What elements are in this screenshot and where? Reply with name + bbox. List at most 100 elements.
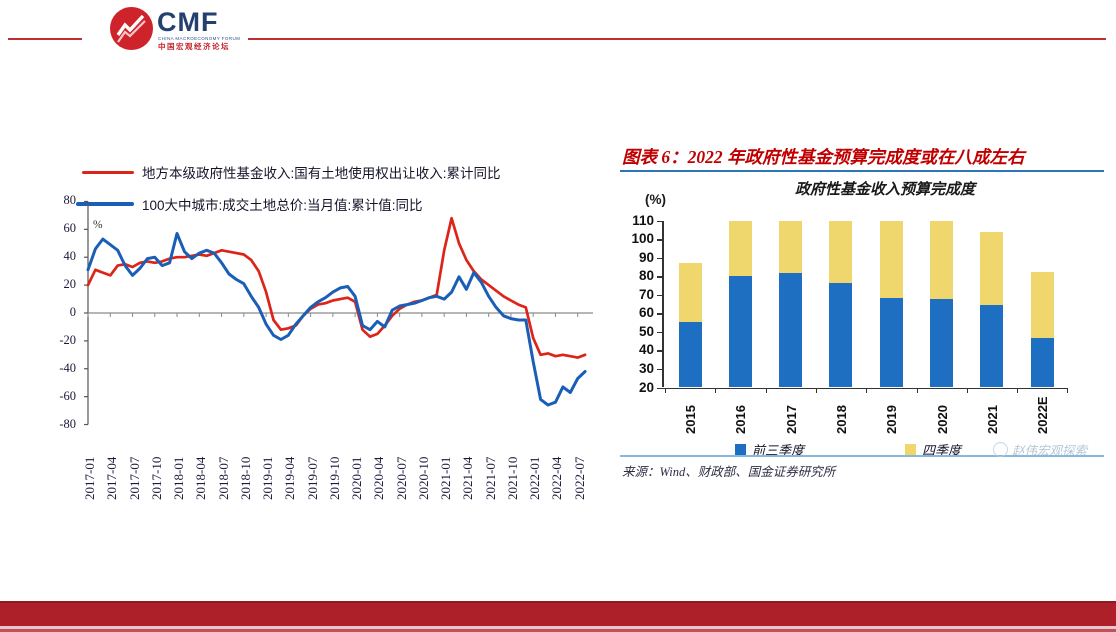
right-chart-y-tick	[657, 257, 662, 260]
right-chart-y-tick-label: 50	[638, 323, 654, 339]
left-legend-item-blue: 100大中城市:成交土地总价:当月值:累计值:同比	[76, 194, 423, 214]
right-chart-x-tick	[1067, 389, 1069, 393]
bar-2019-q4	[879, 220, 903, 299]
left-chart-x-tick-label: 2020-04	[371, 456, 387, 500]
right-chart-x-tick	[665, 389, 666, 393]
left-chart-x-tick-label: 2017-07	[126, 456, 142, 500]
right-chart-y-tick	[657, 239, 662, 241]
right-chart-title: 政府性基金收入预算完成度	[794, 182, 975, 198]
right-chart-x-tick	[866, 389, 868, 393]
source-divider-line	[620, 455, 1104, 457]
right-legend-item-q1to3: 前三季度	[735, 440, 804, 459]
left-chart-y-tick-label: -80	[59, 416, 76, 431]
left-chart-x-tick-label: 2019-01	[260, 456, 276, 500]
blue-line-swatch	[76, 202, 134, 206]
left-chart-unit-label: %	[93, 219, 103, 231]
left-chart-y-tick-label: 40	[63, 249, 77, 264]
left-chart-x-tick-label: 2020-07	[393, 456, 409, 500]
right-chart-y-tick	[657, 276, 662, 278]
bar-2018-q1to3	[829, 282, 853, 388]
cmf-logo-text: CMF	[157, 7, 219, 37]
red-line-swatch	[82, 170, 134, 174]
right-chart-x-cat-label: 2017	[783, 405, 799, 434]
left-chart-x-tick-label: 2018-04	[193, 456, 209, 500]
left-chart-x-tick-label: 2021-10	[504, 456, 520, 500]
bar-2021-q1to3	[980, 304, 1004, 388]
right-chart-x-cat-label: 2015	[683, 405, 698, 434]
bar-2018-q4	[829, 220, 853, 283]
source-text: 来源：Wind、财政部、国金证券研究所	[622, 465, 836, 479]
right-chart-y-tick-label: 100	[631, 231, 654, 247]
right-chart-y-tick	[657, 350, 662, 352]
left-chart-x-tick-label: 2021-07	[482, 456, 498, 500]
right-chart-y-tick	[657, 368, 662, 371]
left-chart-y-tick-label: -60	[59, 388, 76, 403]
right-legend-swatch-1	[905, 444, 916, 455]
right-chart-y-tick-label: 70	[638, 286, 654, 302]
right-chart-y-tick	[657, 313, 662, 315]
bar-2015-q1to3	[678, 321, 702, 388]
left-chart-x-tick-label: 2018-10	[237, 456, 253, 500]
left-legend-label-blue: 100大中城市:成交土地总价:当月值:累计值:同比	[142, 198, 423, 213]
right-chart-x-tick	[916, 389, 918, 393]
left-chart-y-tick-label: 80	[63, 193, 77, 208]
right-chart-y-tick	[657, 294, 662, 297]
footer-band-edge-top	[0, 601, 1116, 603]
left-chart-svg	[84, 200, 593, 426]
left-chart-y-tick-label: 0	[69, 305, 76, 319]
right-chart-unit-label: (%)	[645, 192, 666, 207]
bar-2017-q1to3	[779, 273, 803, 388]
right-chart-y-tick-label: 20	[638, 379, 654, 395]
right-chart-x-cat-label: 2019	[884, 405, 900, 434]
right-legend-label-1: 四季度	[922, 443, 962, 458]
right-chart-y-tick-label: 40	[638, 342, 654, 358]
left-chart-plot	[80, 195, 615, 440]
bar-2021-q4	[980, 231, 1004, 305]
right-chart-x-tick	[1017, 389, 1019, 393]
bar-2016-q4	[728, 220, 752, 277]
left-chart-y-tick-label: 20	[63, 277, 77, 292]
left-chart-x-tick-label: 2017-01	[82, 456, 97, 500]
right-legend-item-q4: 四季度	[905, 440, 961, 459]
right-chart-y-tick-label: 90	[638, 249, 654, 265]
bar-2022E-q1to3	[1030, 338, 1054, 388]
left-chart-x-tick-label: 2020-10	[415, 456, 431, 500]
right-chart-y-tick-label: 60	[638, 305, 654, 321]
cmf-logo-zigzag-icon	[116, 14, 146, 43]
left-legend-label-red: 地方本级政府性基金收入:国有土地使用权出让收入:累计同比	[142, 166, 501, 181]
right-chart-x-cat-label: 2020	[934, 405, 950, 434]
left-chart-x-tick-label: 2020-01	[349, 456, 365, 500]
cmf-logo-subtext-en: CHINA MACROECONOMY FORUM	[158, 36, 241, 41]
right-legend-label-0: 前三季度	[752, 443, 805, 458]
right-chart-x-tick	[966, 389, 968, 393]
left-chart-y-tick-label: 60	[63, 221, 77, 236]
right-chart-y-tick	[657, 331, 662, 334]
left-chart-x-tick-label: 2022-04	[549, 456, 565, 500]
left-chart-y-tick-label: -40	[59, 360, 76, 375]
left-chart-y-tick-label: -20	[59, 332, 76, 347]
figure-title: 图表 6：2022 年政府性基金预算完成度或在八成左右	[622, 147, 1025, 167]
left-legend-item-red: 地方本级政府性基金收入:国有土地使用权出让收入:累计同比	[82, 162, 501, 182]
right-chart-x-tick	[815, 389, 817, 393]
bar-2015-q4	[678, 263, 702, 322]
watermark: 赵伟宏观探索	[993, 440, 1087, 459]
figure-title-underline	[620, 170, 1104, 172]
watermark-logo-icon	[993, 442, 1008, 457]
right-chart-x-cat-label: 2021	[984, 405, 1000, 434]
bar-2016-q1to3	[728, 276, 752, 388]
bar-2022E-q4	[1030, 272, 1054, 339]
bar-2020-q1to3	[930, 299, 953, 388]
left-chart-x-tick-label: 2018-01	[171, 456, 187, 500]
cmf-logo-subtext-cn: 中国宏观经济论坛	[158, 42, 230, 51]
header-rule-left	[8, 38, 82, 40]
right-chart-y-tick-label: 110	[632, 212, 654, 228]
header-rule-right	[248, 38, 1106, 40]
right-chart-x-tick	[715, 389, 717, 393]
footer-band	[0, 603, 1116, 626]
bar-2017-q4	[779, 220, 803, 274]
right-chart-y-tick-label: 30	[638, 360, 654, 376]
right-chart-x-tick	[765, 389, 767, 393]
right-legend-swatch-0	[735, 444, 746, 455]
left-chart-series-line-1	[86, 232, 587, 407]
